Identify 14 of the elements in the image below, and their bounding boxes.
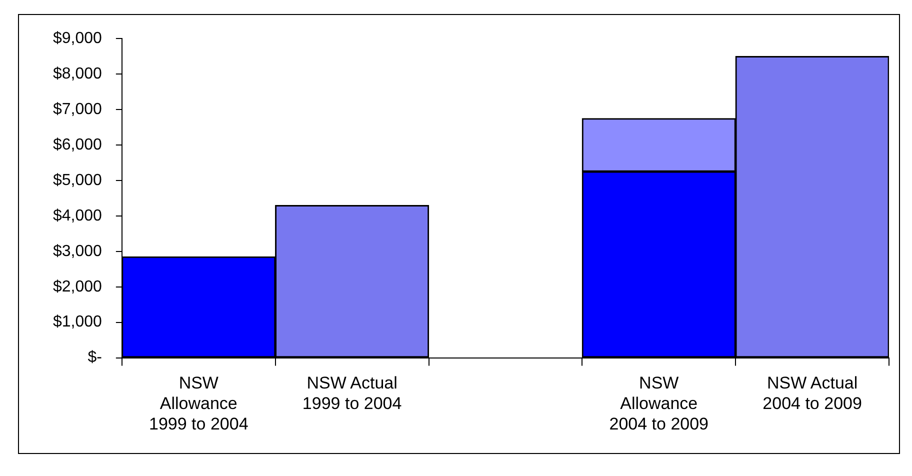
y-tick-label: $6,000: [53, 136, 102, 154]
x-tick-label: NSW Allowance 1999 to 2004: [149, 374, 248, 434]
y-tick-label: $3,000: [53, 242, 102, 260]
x-tick-label: NSW Actual 1999 to 2004: [302, 374, 402, 414]
x-tick-label: NSW Actual 2004 to 2009: [762, 374, 862, 414]
y-tick-label: $1,000: [53, 314, 102, 331]
y-tick-label: $2,000: [53, 278, 102, 296]
y-tick-label: $8,000: [53, 65, 102, 82]
y-tick-label: $9,000: [53, 30, 102, 48]
y-tick-label: $4,000: [53, 207, 102, 224]
y-tick-label: $5,000: [53, 172, 102, 189]
x-tick-label: NSW Allowance 2004 to 2009: [609, 374, 709, 434]
y-tick-label: $7,000: [53, 100, 102, 118]
y-tick-label: $-: [88, 349, 102, 366]
